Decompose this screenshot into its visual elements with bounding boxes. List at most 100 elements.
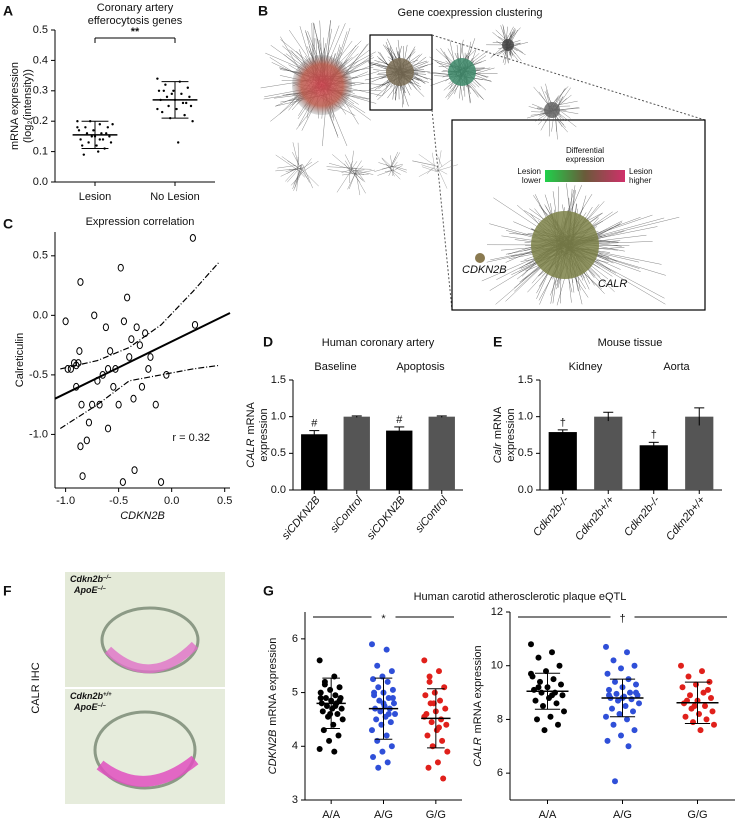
x-tick-label: siCDKN2B	[365, 494, 408, 542]
panel-labels: A B C D E F G	[3, 3, 502, 599]
data-point	[435, 724, 442, 731]
data-point	[177, 141, 180, 144]
network-edge	[432, 152, 436, 171]
network-edge	[381, 157, 392, 168]
legend-gradient	[545, 170, 625, 182]
data-point	[439, 737, 446, 744]
data-point	[549, 692, 555, 699]
data-point	[373, 716, 380, 723]
network-edge	[436, 164, 458, 172]
chart-title: Mouse tissue	[598, 337, 663, 349]
legend-title-line: Differential	[566, 146, 604, 155]
bar	[639, 445, 668, 490]
data-point	[558, 681, 564, 688]
data-point	[385, 711, 392, 718]
y-axis-label: CALR mRNA expression	[472, 645, 484, 766]
data-point	[540, 703, 546, 709]
data-point	[167, 104, 170, 108]
bar	[428, 416, 455, 490]
data-point	[610, 721, 617, 728]
data-point	[624, 716, 630, 723]
y-axis-label-text: expression	[505, 408, 517, 461]
data-point	[191, 120, 194, 123]
network-edge	[336, 168, 353, 193]
data-point	[612, 678, 618, 685]
data-point	[163, 370, 170, 379]
data-point	[426, 678, 433, 685]
y-tick-label: 1.5	[271, 374, 286, 386]
data-point	[528, 641, 534, 648]
data-point	[691, 703, 698, 709]
x-tick-label: 0.5	[217, 495, 232, 507]
data-point	[426, 673, 433, 680]
network-edge	[328, 163, 351, 170]
data-point	[115, 400, 122, 409]
bar	[594, 416, 623, 490]
data-point	[76, 126, 79, 129]
data-point	[541, 727, 548, 734]
x-tick-label: A/A	[322, 809, 340, 821]
data-point	[435, 668, 442, 675]
data-point	[336, 697, 343, 704]
data-point	[604, 670, 611, 677]
network-title: Gene coexpression clustering	[398, 7, 543, 19]
data-point	[91, 311, 98, 320]
data-point	[390, 700, 397, 707]
data-point	[682, 713, 689, 720]
data-point	[633, 689, 639, 696]
data-point	[685, 673, 692, 680]
data-point	[124, 293, 131, 302]
y-axis-label: Calreticulin	[14, 333, 26, 387]
network-edge	[302, 161, 313, 169]
panel-label: G	[263, 583, 274, 599]
data-point	[317, 689, 324, 696]
data-point	[532, 697, 539, 704]
data-point	[534, 716, 540, 723]
data-point	[375, 684, 382, 691]
y-tick-label: 0.5	[33, 24, 48, 36]
y-axis-label-gene: CALR	[245, 438, 257, 467]
data-point	[64, 365, 71, 373]
data-point	[690, 719, 696, 726]
network-edge	[355, 165, 364, 173]
network-edge	[341, 169, 353, 173]
data-point	[119, 478, 126, 486]
data-point	[97, 150, 100, 153]
x-tick-label: G/G	[426, 809, 446, 821]
data-point	[431, 689, 438, 696]
network-edge	[438, 150, 442, 168]
data-point	[152, 400, 159, 409]
data-point	[79, 138, 82, 141]
network-edge	[381, 158, 391, 169]
data-point	[678, 662, 684, 669]
node-label: CALR	[598, 278, 627, 290]
network-edge	[302, 158, 312, 170]
ihc-label: CALR IHC	[30, 662, 42, 713]
data-point	[76, 120, 79, 123]
network-edge	[327, 169, 357, 174]
network-edge	[287, 164, 303, 174]
data-point	[696, 711, 702, 718]
network-edge	[303, 160, 319, 172]
data-point	[550, 676, 557, 683]
group-label: Apoptosis	[396, 361, 445, 373]
x-tick-label: Cdkn2b+/+	[573, 494, 617, 543]
y-axis-label: expression	[258, 408, 270, 461]
data-point	[374, 662, 381, 669]
data-point	[100, 132, 103, 135]
data-point	[636, 700, 642, 707]
gene: ApoE	[73, 585, 98, 595]
panel-label: B	[258, 3, 268, 19]
data-point	[83, 436, 90, 445]
data-point	[131, 466, 138, 475]
y-tick-label: 0.0	[271, 484, 286, 496]
genotype-label: Cdkn2b+/+ ApoE–/–	[70, 691, 112, 712]
y-axis-label-text: (log₂(intensity))	[22, 69, 34, 143]
data-point	[370, 754, 377, 761]
network-edge	[394, 165, 403, 171]
legend-low-line: Lesion	[517, 167, 541, 176]
data-point	[147, 353, 154, 361]
data-point	[375, 764, 382, 771]
gene: ApoE	[73, 702, 98, 712]
gene: Cdkn2b	[70, 691, 104, 701]
